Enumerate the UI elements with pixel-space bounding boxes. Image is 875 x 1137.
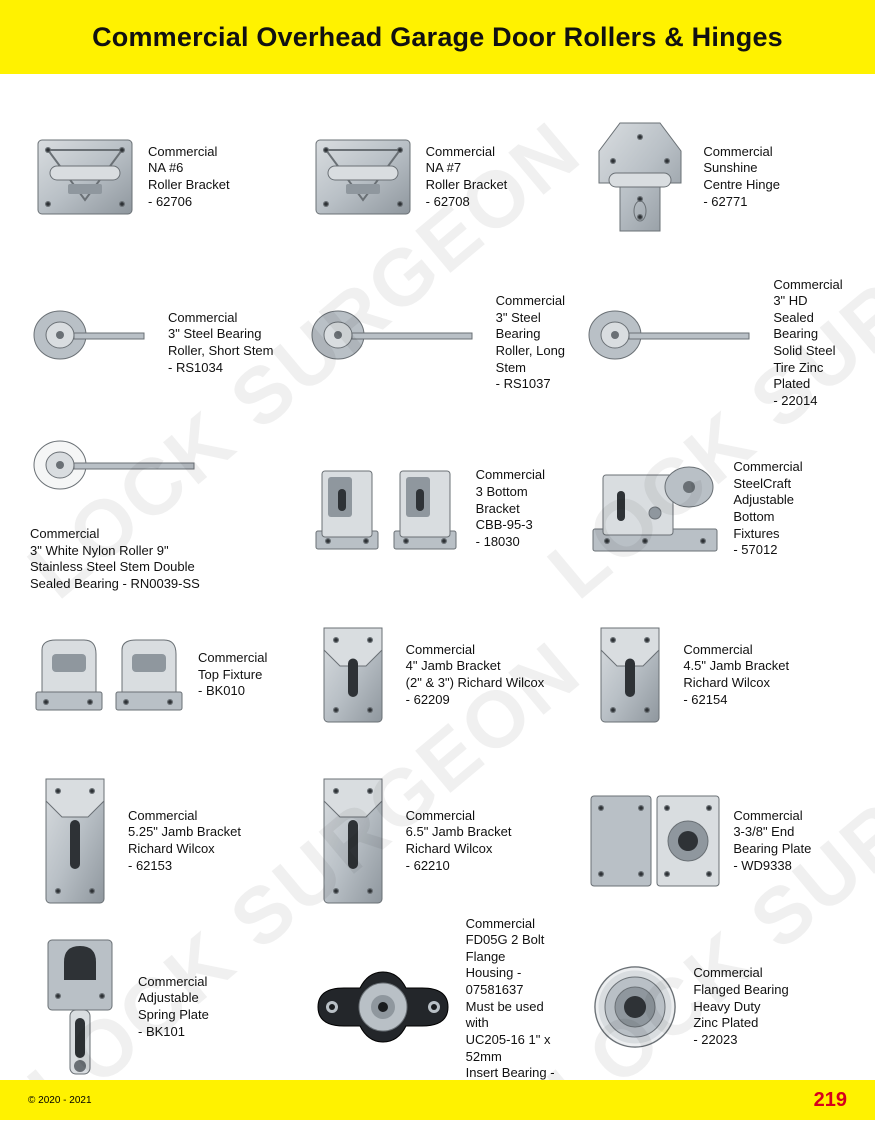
product-item: Commercial5.25" Jamb BracketRichard Wilc… — [30, 760, 290, 922]
adjustable-bottom-icon — [585, 459, 725, 559]
spring-plate-icon — [30, 932, 130, 1082]
product-item: Commercial3" Steel BearingRoller, Long S… — [308, 262, 568, 424]
jamb-bracket-tall-icon — [308, 771, 398, 911]
product-grid: CommercialNA #6Roller Bracket- 62706 Com… — [30, 96, 845, 1088]
product-item: CommercialFlanged BearingHeavy DutyZinc … — [585, 926, 845, 1088]
jamb-bracket-icon — [308, 620, 398, 730]
product-item: CommercialSteelCraftAdjustableBottomFixt… — [585, 428, 845, 590]
product-description: Commercial3-3/8" EndBearing Plate- WD933… — [733, 808, 811, 875]
product-description: CommercialAdjustableSpring Plate- BK101 — [138, 974, 209, 1041]
product-item: Commercial3 Bottom BracketCBB-95-3- 1803… — [308, 428, 568, 590]
product-item: Commercial3" HD SealedBearing Solid Stee… — [585, 262, 845, 424]
product-item: Commercial3" Steel BearingRoller, Short … — [30, 262, 290, 424]
roller-short-icon — [30, 298, 160, 388]
product-item: Commercial3-3/8" EndBearing Plate- WD933… — [585, 760, 845, 922]
product-item: CommercialSunshineCentre Hinge- 62771 — [585, 96, 845, 258]
page-number: 219 — [814, 1089, 847, 1112]
product-item: Commercial3" White Nylon Roller 9"Stainl… — [30, 428, 290, 590]
product-item: CommercialAdjustableSpring Plate- BK101 — [30, 926, 290, 1088]
catalog-content: LOCK SURGEON LOCK SURGEON LOCK SURGEON L… — [0, 74, 875, 1080]
product-description: Commercial3" Steel BearingRoller, Long S… — [496, 293, 568, 393]
product-description: CommercialFlanged BearingHeavy DutyZinc … — [693, 965, 788, 1048]
bracket-face-icon — [308, 132, 418, 222]
jamb-bracket-icon — [585, 620, 675, 730]
product-item: CommercialTop Fixture- BK010 — [30, 594, 290, 756]
product-description: Commercial3" Steel BearingRoller, Short … — [168, 310, 274, 377]
product-description: Commercial3 Bottom BracketCBB-95-3- 1803… — [476, 467, 568, 550]
top-fixture-pair-icon — [30, 630, 190, 720]
product-description: CommercialFD05G 2 Bolt FlangeHousing - 0… — [466, 916, 568, 1099]
product-description: CommercialTop Fixture- BK010 — [198, 650, 267, 700]
end-bearing-plate-icon — [585, 786, 725, 896]
product-description: Commercial5.25" Jamb BracketRichard Wilc… — [128, 808, 241, 875]
bottom-bracket-pair-icon — [308, 459, 468, 559]
product-item: CommercialNA #7Roller Bracket- 62708 — [308, 96, 568, 258]
product-item: CommercialNA #6Roller Bracket- 62706 — [30, 96, 290, 258]
product-description: Commercial3" HD SealedBearing Solid Stee… — [773, 277, 845, 410]
centre-hinge-icon — [585, 117, 695, 237]
product-item: Commercial4" Jamb Bracket(2" & 3") Richa… — [308, 594, 568, 756]
product-description: Commercial4.5" Jamb BracketRichard Wilco… — [683, 642, 789, 709]
flange-housing-icon — [308, 962, 458, 1052]
product-description: Commercial4" Jamb Bracket(2" & 3") Richa… — [406, 642, 545, 709]
flanged-bearing-icon — [585, 957, 685, 1057]
header-band: Commercial Overhead Garage Door Rollers … — [0, 0, 875, 74]
roller-long-icon — [308, 298, 488, 388]
product-description: Commercial3" White Nylon Roller 9"Stainl… — [30, 526, 200, 593]
product-description: Commercial6.5" Jamb BracketRichard Wilco… — [406, 808, 512, 875]
roller-long-icon — [585, 298, 765, 388]
footer-band: © 2020 - 2021 219 — [0, 1080, 875, 1120]
roller-nylon-icon — [30, 428, 210, 518]
copyright-text: © 2020 - 2021 — [28, 1095, 92, 1106]
product-description: CommercialNA #7Roller Bracket- 62708 — [426, 144, 508, 211]
product-item: CommercialFD05G 2 Bolt FlangeHousing - 0… — [308, 926, 568, 1088]
product-description: CommercialSteelCraftAdjustableBottomFixt… — [733, 459, 802, 559]
product-description: CommercialSunshineCentre Hinge- 62771 — [703, 144, 780, 211]
jamb-bracket-tall-icon — [30, 771, 120, 911]
product-description: CommercialNA #6Roller Bracket- 62706 — [148, 144, 230, 211]
bracket-face-icon — [30, 132, 140, 222]
page-title: Commercial Overhead Garage Door Rollers … — [92, 22, 783, 53]
product-item: Commercial6.5" Jamb BracketRichard Wilco… — [308, 760, 568, 922]
product-item: Commercial4.5" Jamb BracketRichard Wilco… — [585, 594, 845, 756]
